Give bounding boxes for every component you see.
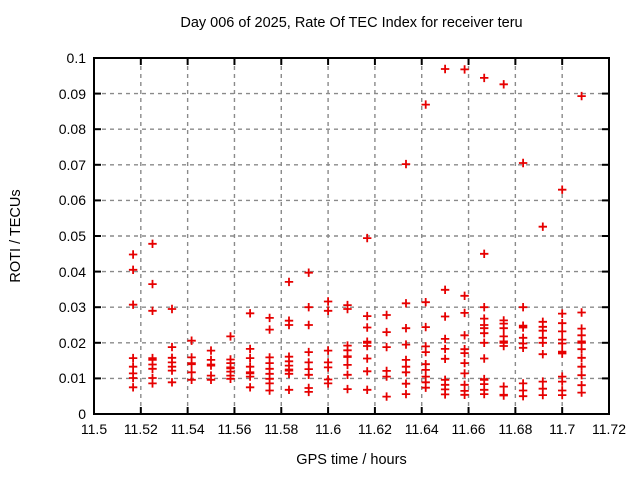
x-tick-label: 11.66 xyxy=(451,421,486,437)
x-tick-label: 11.54 xyxy=(170,421,205,437)
x-axis-label: GPS time / hours xyxy=(296,452,407,468)
x-tick-label: 11.5 xyxy=(80,421,108,437)
chart-title: Day 006 of 2025, Rate Of TEC Index for r… xyxy=(180,15,523,31)
y-tick-label: 0.01 xyxy=(58,370,86,387)
x-tick-label: 11.56 xyxy=(217,421,252,437)
y-tick-label: 0.08 xyxy=(58,121,86,138)
x-tick-label: 11.52 xyxy=(123,421,158,437)
x-tick-label: 11.6 xyxy=(314,421,342,437)
x-tick-label: 11.7 xyxy=(549,421,576,437)
y-axis-label: ROTI / TECUs xyxy=(8,189,24,283)
x-tick-label: 11.68 xyxy=(498,421,533,437)
x-tick-label: 11.64 xyxy=(404,421,439,437)
y-tick-label: 0.05 xyxy=(58,228,86,244)
plot-border xyxy=(93,57,610,415)
data-points xyxy=(128,64,586,401)
y-tick-label: 0.04 xyxy=(58,263,86,280)
y-tick-label: 0.02 xyxy=(58,334,86,351)
x-tick-label: 11.72 xyxy=(592,421,626,437)
y-tick-label: 0.03 xyxy=(58,299,86,316)
y-tick-label: 0.07 xyxy=(58,156,86,173)
y-tick-label: 0 xyxy=(78,406,86,422)
x-tick-label: 11.58 xyxy=(264,421,299,437)
x-tick-label: 11.62 xyxy=(357,421,392,437)
y-tick-label: 0.09 xyxy=(58,85,86,102)
y-tick-label: 0.06 xyxy=(58,192,86,209)
y-tick-label: 0.1 xyxy=(66,50,86,66)
